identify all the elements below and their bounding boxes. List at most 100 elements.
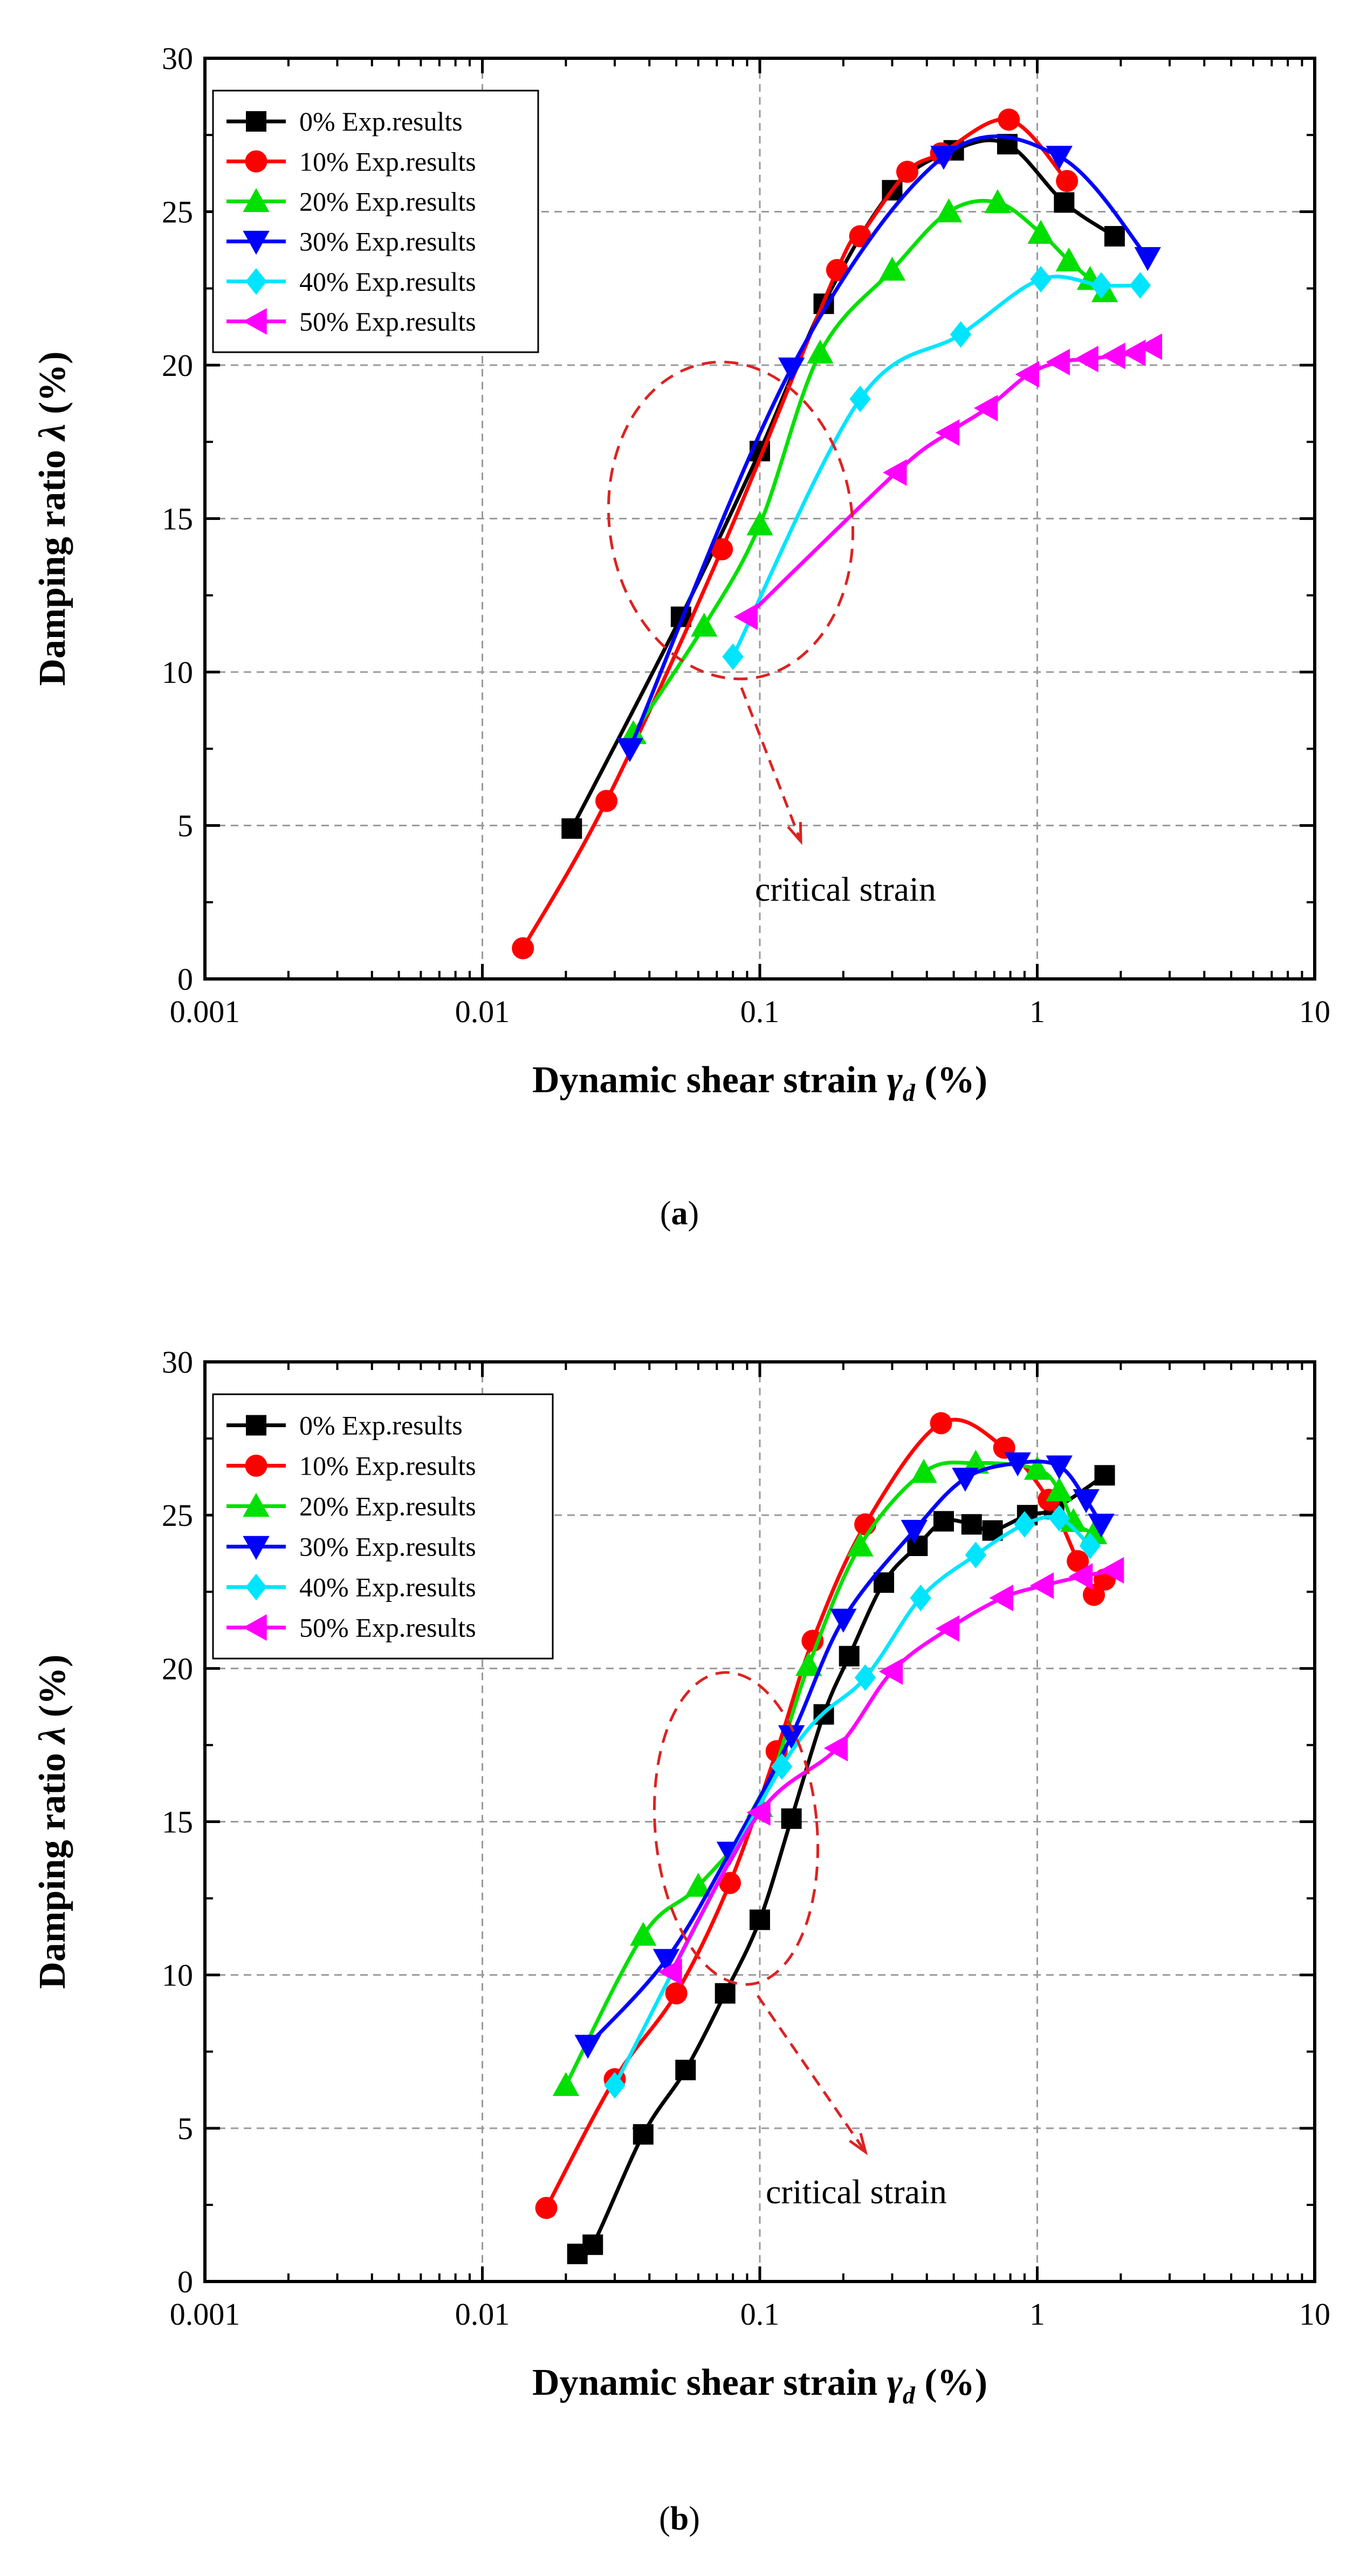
x-tick-label: 0.1 [740,994,780,1029]
data-point [952,1468,979,1492]
legend-marker [243,1614,267,1641]
legend: 0% Exp.results 10% Exp.results 20% Exp.res… [212,90,539,353]
series-50pct [658,1557,1124,1985]
series-50pct [733,333,1163,631]
critical-strain-arrow [756,1995,867,2153]
series-line [564,1461,1095,2086]
legend-marker [245,1573,267,1601]
data-point [965,1542,987,1568]
data-point [1100,1557,1124,1584]
critical-strain-arrow [740,687,802,842]
series-10pct [512,108,1079,960]
data-point [962,1449,990,1474]
data-point [746,1799,771,1826]
data-point [839,1646,860,1667]
data-point [878,256,906,281]
critical-strain-ellipse [607,360,855,681]
legend-label: 50% Exp.results [299,1613,476,1643]
y-tick-label: 25 [162,195,193,230]
data-point [616,738,643,762]
data-point [512,937,534,960]
chart-panel-a: 0.001 0.01 0.1 1 10 0 5 10 15 20 25 30 Dynamic shear… [32,41,1330,1232]
legend-box [212,90,539,353]
data-point [652,1949,680,1973]
y-axis-title: Damping ratio λ (%) [32,1654,73,1989]
data-point [930,146,957,170]
legend-marker [243,308,267,335]
legend-marker [243,1492,270,1517]
critical-strain-arrowhead [787,821,802,845]
legend-marker [243,230,270,255]
legend-label: 0% Exp.results [299,1410,463,1441]
y-tick-label: 10 [162,655,193,690]
data-point [1090,272,1112,299]
chart-panel-b: 0.001 0.01 0.1 1 10 0 5 10 15 20 25 30 Dynamic shear… [32,1345,1330,2537]
data-point [715,1983,736,2004]
data-point [984,189,1011,214]
legend-label: 20% Exp.results [299,1491,476,1522]
data-point [907,1536,928,1556]
data-point [771,1753,793,1780]
legend-marker [243,188,270,213]
legend-marker [245,1454,267,1477]
legend-label: 0% Exp.results [299,106,463,136]
data-point [961,1514,982,1535]
legend: 0% Exp.results 10% Exp.results 20% Exp.res… [212,1393,554,1660]
data-point [633,2124,654,2145]
series-line [576,1474,1106,2258]
y-tick-label: 0 [177,2264,193,2299]
data-point [854,1664,876,1691]
data-point [733,603,758,631]
data-point [718,1872,741,1894]
y-tick-label: 5 [177,2111,193,2146]
data-point [1027,220,1054,244]
data-point [807,339,834,364]
data-point [722,643,744,670]
data-point [1046,1455,1073,1479]
data-point [561,818,582,839]
legend-label: 10% Exp.results [299,1451,476,1481]
data-point [849,385,871,413]
data-point [823,1735,848,1762]
series-40pct [722,265,1151,670]
data-point [552,2072,580,2097]
series-line [746,345,1152,619]
data-point [795,1652,822,1676]
data-point [935,419,960,446]
data-point [998,108,1020,131]
legend-label: 40% Exp.results [299,266,476,297]
y-tick-label: 15 [162,502,193,537]
data-point [1088,1513,1115,1538]
series-line [628,134,1149,750]
y-tick-label: 30 [162,1345,193,1380]
data-point [535,2197,558,2219]
data-point [910,1458,937,1483]
data-point [878,1658,903,1685]
legend-label: 30% Exp.results [299,1532,476,1562]
data-point [933,1511,954,1532]
data-point [1030,265,1052,293]
data-point [1079,1532,1101,1559]
y-tick-label: 20 [162,1651,193,1686]
x-axis-title: Dynamic shear strain γd (%) [532,2362,987,2409]
critical-strain-ellipse [652,1671,820,1986]
critical-strain-label: critical strain [755,870,936,908]
legend-label: 40% Exp.results [299,1572,476,1602]
data-point [582,2234,603,2255]
series-10pct [535,1412,1116,2219]
data-point [901,1519,928,1544]
y-tick-label: 30 [162,41,193,76]
series-line [731,275,1141,658]
x-tick-label: 10 [1299,2297,1330,2332]
data-point [778,357,805,382]
data-point [935,1615,960,1642]
data-point [1101,342,1125,369]
series-line [669,1568,1114,1973]
data-point [1068,1563,1093,1590]
data-point [1046,146,1073,170]
data-point [1138,333,1163,360]
data-point [604,2072,626,2099]
y-tick-label: 0 [177,962,193,997]
data-point [658,1958,682,1985]
